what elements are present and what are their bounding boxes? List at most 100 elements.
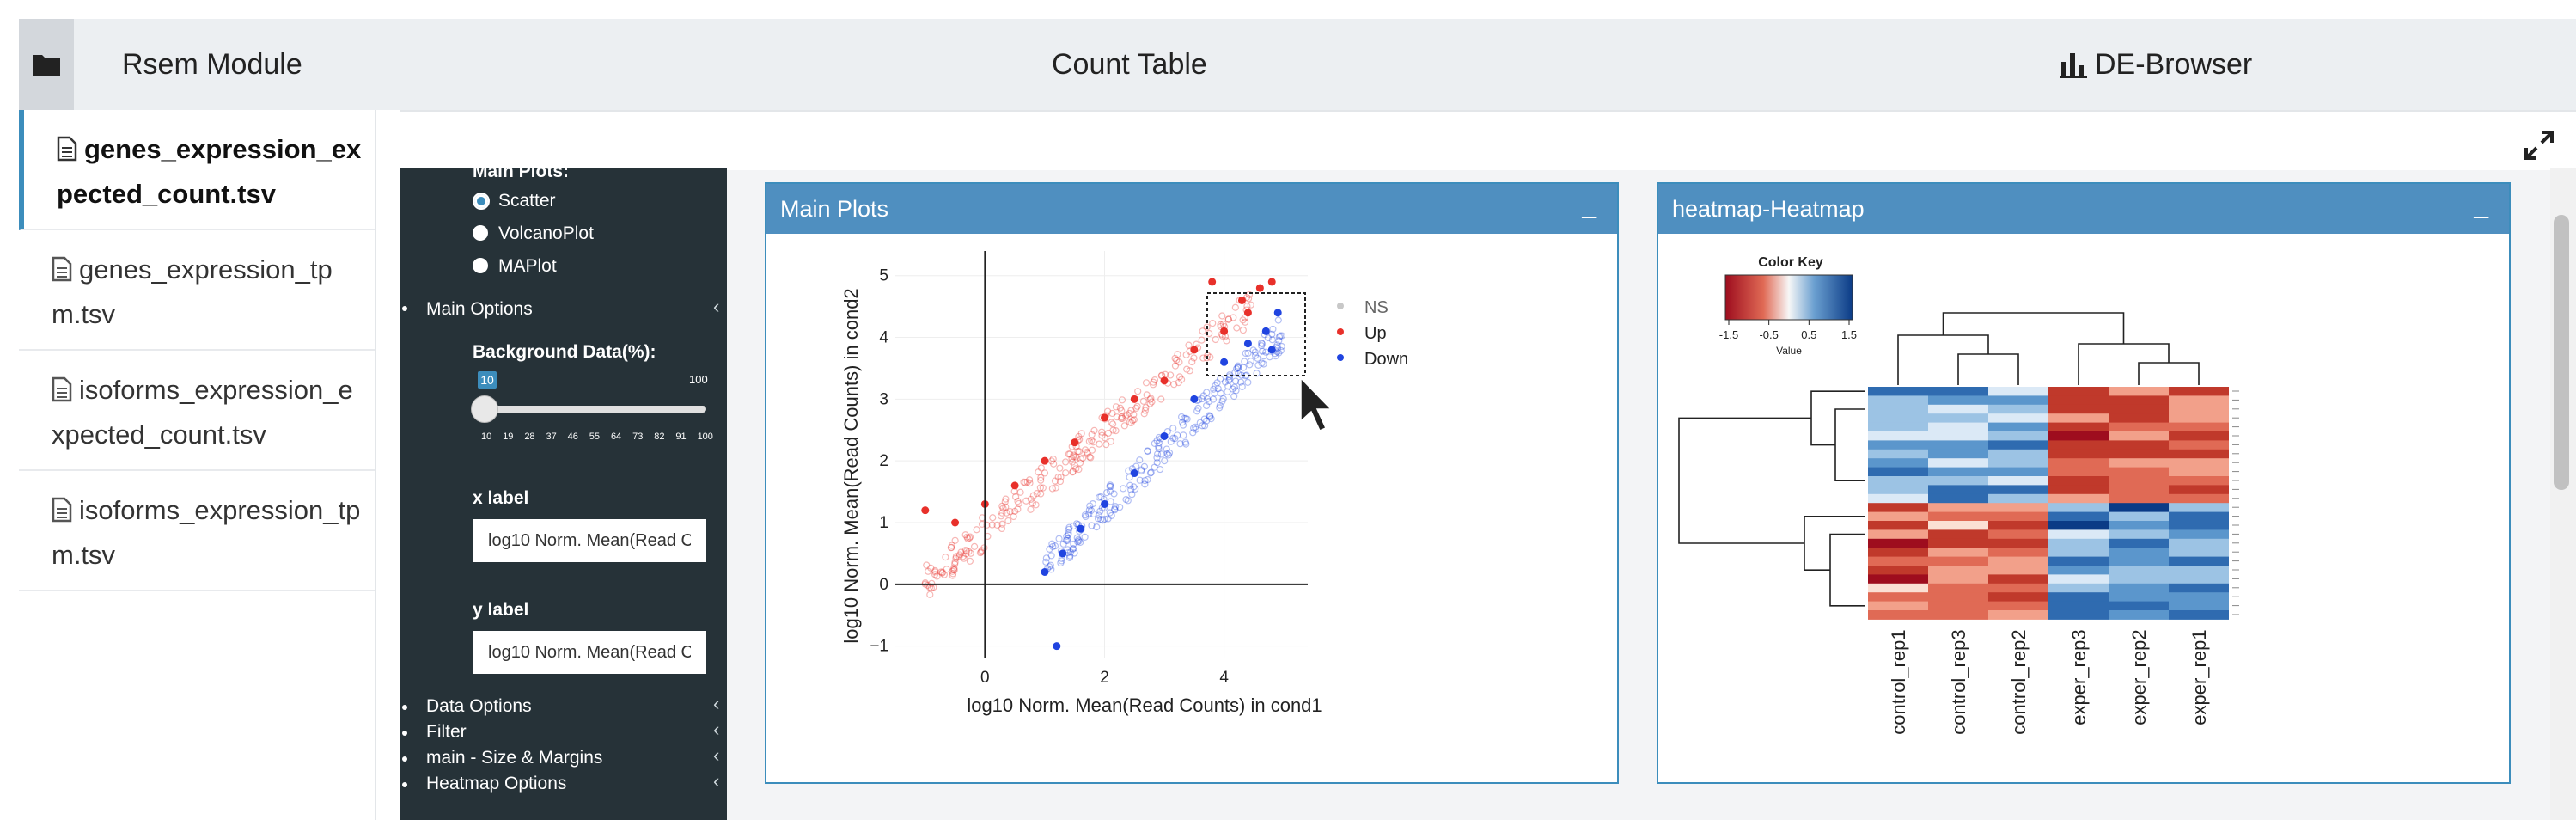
heatmap-cell [1928, 485, 1988, 495]
scatter-point-up [1072, 465, 1080, 473]
scatter-point-up [1171, 354, 1179, 363]
heatmap-cell [2169, 458, 2229, 468]
scatter-point-down[interactable] [1267, 346, 1276, 354]
scatter-point-down[interactable] [1077, 524, 1085, 533]
file-icon [57, 132, 77, 174]
scatter-point-down[interactable] [1053, 642, 1061, 651]
scatter-point-up[interactable] [1160, 376, 1169, 385]
scatter-point-up[interactable] [1243, 309, 1252, 317]
folder-button[interactable] [19, 19, 74, 110]
scatter-point-up[interactable] [1190, 346, 1199, 354]
radio-maplot[interactable] [473, 258, 488, 273]
chevron-left-icon[interactable]: ‹ [713, 770, 720, 792]
scatter-point-down[interactable] [1100, 499, 1108, 508]
scatter-point-down [1214, 385, 1222, 393]
scatter-point-up [931, 566, 939, 575]
radio-volcano[interactable] [473, 225, 488, 241]
scatter-point-down [1201, 422, 1209, 430]
scatter-point-down[interactable] [1220, 358, 1229, 366]
data-options-section[interactable]: Data Options [426, 696, 532, 716]
file-item[interactable]: genes_expression_tpm.tsv [19, 230, 375, 351]
scatter-point-up [1101, 434, 1109, 442]
bullet [402, 705, 407, 710]
minimize-button[interactable]: _ [2474, 191, 2488, 219]
scatter-point-up[interactable] [1100, 413, 1108, 422]
bar-chart-icon [2060, 53, 2087, 78]
chevron-left-icon[interactable]: ‹ [713, 719, 720, 740]
scatter-point-up[interactable] [1267, 278, 1276, 286]
tab-de-browser[interactable]: DE-Browser [2059, 19, 2252, 110]
radio-scatter[interactable] [473, 193, 490, 210]
x-label-input[interactable] [473, 519, 706, 562]
scatter-point-up[interactable] [1255, 284, 1264, 292]
y-label-input[interactable] [473, 631, 706, 674]
heatmap-options-section[interactable]: Heatmap Options [426, 774, 567, 793]
scatter-point-up [1239, 326, 1247, 334]
main-options-section[interactable]: Main Options [426, 299, 533, 319]
cursor-icon [1300, 376, 1333, 431]
scatter-point-down[interactable] [1243, 340, 1252, 348]
heatmap-cell [2048, 566, 2109, 575]
scatter-point-down[interactable] [1160, 431, 1169, 440]
selection-box[interactable] [1206, 292, 1306, 376]
scatter-point-down [1178, 419, 1187, 426]
heatmap-cell [2109, 449, 2169, 459]
heatmap-cell [1928, 601, 1988, 611]
file-item[interactable]: isoforms_expression_expected_count.tsv [19, 351, 375, 471]
scatter-point-down [1260, 360, 1267, 368]
scatter-point-down[interactable] [1273, 309, 1282, 317]
scatter-point-up[interactable] [1041, 456, 1049, 465]
scatter-point-down[interactable] [1261, 327, 1270, 335]
heatmap-cell [1868, 449, 1928, 459]
heatmap-cell [1868, 529, 1928, 540]
scatter-point-up[interactable] [1130, 395, 1138, 403]
chevron-left-icon[interactable]: ‹ [713, 693, 720, 714]
heatmap-cell [1988, 592, 2048, 603]
chevron-left-icon[interactable]: ‹ [713, 296, 720, 317]
file-item[interactable]: genes_expression_expected_count.tsv [19, 110, 375, 230]
scatter-point-down[interactable] [1041, 567, 1049, 576]
scatter-plot[interactable]: −1 0 1 2 3 4 5 0 2 4 NS Up Down log10 Norm. Mean(… [766, 234, 1617, 782]
scatter-point-down[interactable] [1059, 549, 1067, 558]
heatmap-cell [1868, 431, 1928, 441]
scatter-point-up [1056, 464, 1064, 472]
scatter-point-up [1002, 495, 1010, 503]
heatmap-plot[interactable]: Color Key -1.5 -0.5 0.5 1.5 Value control_r… [1658, 234, 2509, 782]
scatter-point-down[interactable] [1190, 395, 1199, 403]
scatter-point-up[interactable] [951, 518, 960, 527]
scatter-point-down [1211, 389, 1218, 397]
expand-icon[interactable] [2523, 129, 2555, 162]
scatter-point-up[interactable] [1010, 481, 1019, 490]
scatter-point-up [1083, 448, 1090, 456]
scatter-point-down[interactable] [1130, 469, 1138, 478]
tab-rsem-module[interactable]: Rsem Module [122, 19, 302, 110]
heatmap-cell [2169, 574, 2229, 584]
tab-count-table[interactable]: Count Table [1052, 19, 1207, 110]
heatmap-cell [1928, 574, 1988, 584]
scatter-point-up[interactable] [921, 506, 930, 515]
filter-section[interactable]: Filter [426, 722, 467, 742]
chevron-left-icon[interactable]: ‹ [713, 744, 720, 766]
minimize-button[interactable]: _ [1582, 191, 1596, 219]
dendrogram-branch [1834, 408, 1865, 481]
scatter-point-down [1064, 535, 1071, 542]
file-item[interactable]: isoforms_expression_tpm.tsv [19, 471, 375, 591]
scatter-point-up[interactable] [1071, 438, 1079, 447]
heatmap-cell [1988, 493, 2048, 504]
scatter-point-up [1218, 312, 1226, 320]
size-margins-section[interactable]: main - Size & Margins [426, 748, 603, 768]
heatmap-cell [2109, 440, 2169, 450]
scatter-point-up [1245, 291, 1254, 298]
scatter-point-up[interactable] [1220, 327, 1229, 335]
scrollbar-thumb[interactable] [2554, 215, 2569, 490]
scatter-point-up [1117, 414, 1126, 422]
heatmap-cell [2109, 566, 2169, 575]
scatter-point-down [1229, 385, 1236, 393]
scatter-point-down [1234, 364, 1242, 372]
scatter-point-up[interactable] [1237, 296, 1246, 304]
scatter-legend[interactable]: NS Up Down [1337, 298, 1408, 369]
scatter-point-up[interactable] [1208, 278, 1217, 286]
scatter-point-up [989, 514, 997, 522]
slider-handle[interactable] [471, 395, 498, 423]
slider-track[interactable] [481, 406, 706, 413]
